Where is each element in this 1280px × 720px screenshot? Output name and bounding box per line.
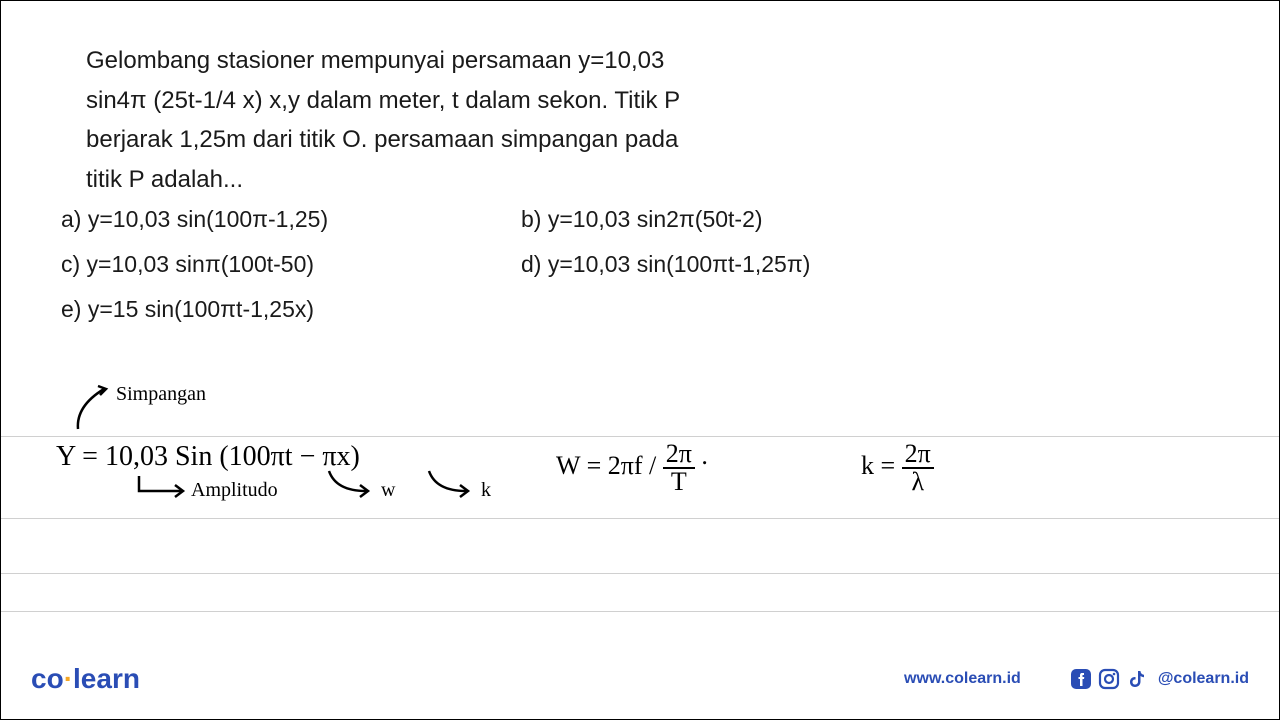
footer-url: www.colearn.id bbox=[904, 670, 1021, 688]
arrow-k-icon bbox=[421, 466, 481, 501]
hw-omega-frac-top: 2π bbox=[663, 441, 695, 469]
handwriting-area: Simpangan Y = 10,03 Sin (100πt − πx) Amp… bbox=[31, 371, 1251, 571]
hw-w-label: w bbox=[381, 479, 395, 502]
hw-k-frac-top: 2π bbox=[902, 441, 934, 469]
options-container: a) y=10,03 sin(100π-1,25) b) y=10,03 sin… bbox=[61, 206, 981, 341]
option-row: e) y=15 sin(100πt-1,25x) bbox=[61, 296, 981, 323]
ruled-line bbox=[1, 573, 1279, 574]
social-icons: @colearn.id bbox=[1070, 668, 1249, 690]
hw-omega-dot: . bbox=[701, 441, 708, 470]
hw-omega-formula: W = 2πf / 2π T . bbox=[556, 441, 708, 495]
footer: co·learn www.colearn.id bbox=[31, 654, 1249, 704]
option-row: c) y=10,03 sinπ(100t-50) d) y=10,03 sin(… bbox=[61, 251, 981, 278]
logo-dot: · bbox=[64, 663, 73, 694]
option-d: d) y=10,03 sin(100πt-1,25π) bbox=[521, 251, 981, 278]
hw-omega-lhs: W = 2πf / bbox=[556, 451, 656, 480]
hw-k-frac: 2π λ bbox=[902, 441, 934, 495]
footer-right: www.colearn.id @colearn.id bbox=[904, 668, 1249, 690]
tiktok-icon bbox=[1126, 668, 1148, 690]
option-a: a) y=10,03 sin(100π-1,25) bbox=[61, 206, 521, 233]
hw-simpangan: Simpangan bbox=[116, 383, 206, 406]
hw-amplitudo: Amplitudo bbox=[191, 479, 278, 502]
instagram-icon bbox=[1098, 668, 1120, 690]
option-b: b) y=10,03 sin2π(50t-2) bbox=[521, 206, 981, 233]
hw-omega-frac-bot: T bbox=[663, 469, 695, 495]
logo: co·learn bbox=[31, 663, 140, 695]
footer-handle: @colearn.id bbox=[1158, 670, 1249, 688]
option-e: e) y=15 sin(100πt-1,25x) bbox=[61, 296, 521, 323]
hw-omega-frac: 2π T bbox=[663, 441, 695, 495]
hw-k-formula: k = 2π λ bbox=[861, 441, 934, 495]
hw-k-frac-bot: λ bbox=[902, 469, 934, 495]
option-c: c) y=10,03 sinπ(100t-50) bbox=[61, 251, 521, 278]
option-blank bbox=[521, 296, 981, 323]
arrow-w-icon bbox=[321, 466, 381, 501]
hw-k-lhs: k = bbox=[861, 451, 902, 480]
hw-k-label: k bbox=[481, 479, 491, 502]
question-text: Gelombang stasioner mempunyai persamaan … bbox=[86, 41, 706, 199]
logo-co: co bbox=[31, 663, 64, 694]
facebook-icon bbox=[1070, 668, 1092, 690]
logo-learn: learn bbox=[73, 663, 140, 694]
ruled-line bbox=[1, 611, 1279, 612]
hw-main-equation: Y = 10,03 Sin (100πt − πx) bbox=[56, 441, 360, 473]
option-row: a) y=10,03 sin(100π-1,25) b) y=10,03 sin… bbox=[61, 206, 981, 233]
